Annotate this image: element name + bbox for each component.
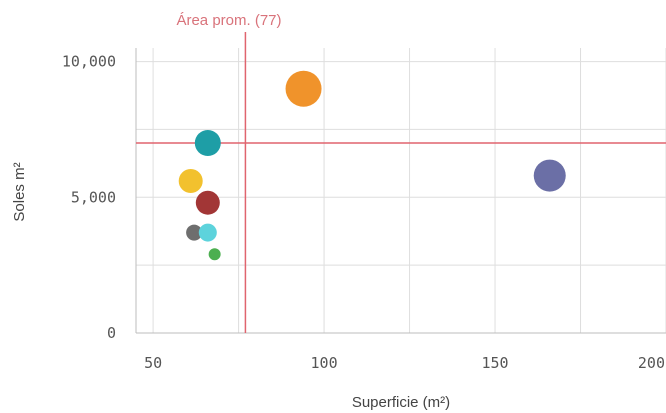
y-axis-label: Soles m²	[11, 162, 28, 221]
axis-ticks: 0 5,000 10,000 50 100 150 200	[62, 53, 665, 372]
y-tick-label: 5,000	[71, 188, 116, 206]
data-points	[178, 70, 566, 261]
x-tick-label: 50	[144, 354, 162, 372]
data-point[interactable]	[198, 223, 217, 242]
data-point[interactable]	[195, 190, 220, 215]
data-point[interactable]	[186, 224, 203, 241]
y-tick-label: 0	[107, 324, 116, 342]
x-tick-label: 100	[311, 354, 338, 372]
data-point[interactable]	[178, 169, 203, 193]
data-point[interactable]	[533, 159, 566, 192]
grid	[135, 48, 666, 334]
reference-line-label: Área prom. (77)	[176, 12, 281, 29]
data-point[interactable]	[194, 130, 221, 156]
x-tick-label: 150	[481, 354, 508, 372]
y-tick-label: 10,000	[62, 53, 116, 71]
x-tick-label: 200	[638, 354, 665, 372]
data-point[interactable]	[208, 248, 221, 261]
reference-lines	[136, 32, 666, 333]
data-point[interactable]	[285, 70, 322, 107]
x-axis-label: Superficie (m²)	[352, 394, 450, 411]
